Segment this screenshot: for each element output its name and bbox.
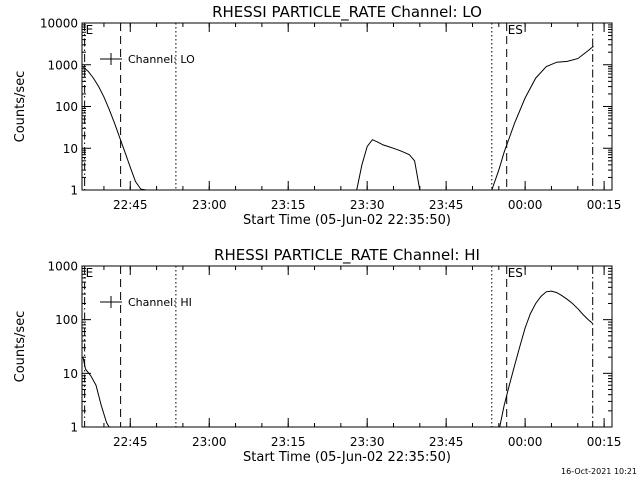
x-axis-label: Start Time (05-Jun-02 22:35:50) — [243, 213, 451, 228]
series-line-3 — [491, 45, 594, 191]
x-tick-label: 00:15 — [587, 198, 622, 212]
x-tick-label: 23:45 — [429, 198, 464, 212]
series-line-2 — [499, 290, 594, 428]
x-axis-label: Start Time (05-Jun-02 22:35:50) — [243, 450, 451, 465]
legend-label: Channel: HI — [128, 296, 192, 309]
panel-2: RHESSI PARTICLE_RATE Channel: HI Start Ti… — [13, 246, 621, 465]
y-tick-label: 1000 — [47, 58, 78, 72]
chart-title: RHESSI PARTICLE_RATE Channel: HI — [214, 246, 480, 265]
x-tick-label: 22:45 — [113, 435, 148, 449]
y-tick-label: 100 — [55, 313, 78, 327]
chart-title: RHESSI PARTICLE_RATE Channel: LO — [212, 3, 482, 22]
x-tick-label: 00:00 — [508, 198, 543, 212]
panel-1: RHESSI PARTICLE_RATE Channel: LO Start Ti… — [13, 3, 621, 228]
x-tick-label: 23:30 — [350, 435, 385, 449]
y-tick-label: 1000 — [47, 260, 78, 274]
y-tick-label: 100 — [55, 100, 78, 114]
x-tick-label: 22:45 — [113, 198, 148, 212]
x-tick-label: 23:00 — [192, 198, 227, 212]
event-marker-label: ES — [508, 23, 523, 37]
series-line-1 — [82, 357, 110, 428]
x-tick-label: 00:00 — [508, 435, 543, 449]
event-marker-label: ES — [508, 266, 523, 280]
x-tick-label: 00:15 — [587, 435, 622, 449]
plot-frame — [81, 265, 613, 428]
y-tick-label: 10000 — [40, 17, 78, 31]
series-line-1 — [82, 66, 147, 191]
timestamp-label: 16-Oct-2021 10:21 — [561, 467, 637, 476]
event-marker-label: E — [86, 23, 94, 37]
x-tick-label: 23:15 — [271, 435, 306, 449]
x-tick-label: 23:30 — [350, 198, 385, 212]
legend-label: Channel: LO — [128, 53, 195, 66]
y-tick-label: 10 — [63, 367, 78, 381]
y-axis-label: Counts/sec — [13, 71, 28, 143]
x-tick-label: 23:00 — [192, 435, 227, 449]
event-marker-label: E — [86, 266, 94, 280]
plot-frame — [81, 22, 613, 191]
y-tick-label: 10 — [63, 142, 78, 156]
x-tick-label: 23:45 — [429, 435, 464, 449]
y-tick-label: 1 — [70, 184, 78, 198]
y-axis-label: Counts/sec — [13, 311, 28, 383]
x-tick-label: 23:15 — [271, 198, 306, 212]
y-tick-label: 1 — [70, 421, 78, 435]
series-line-2 — [356, 139, 421, 191]
